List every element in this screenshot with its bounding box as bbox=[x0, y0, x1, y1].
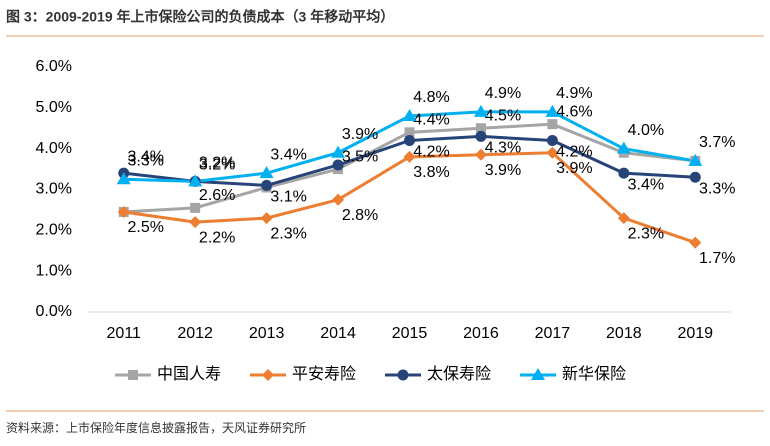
marker bbox=[475, 130, 487, 142]
legend-label: 中国人寿 bbox=[157, 365, 221, 383]
data-label: 2.3% bbox=[628, 225, 664, 242]
data-label: 3.2% bbox=[199, 157, 235, 174]
legend-label: 新华保险 bbox=[562, 365, 626, 383]
data-label: 4.9% bbox=[556, 85, 592, 102]
data-label: 4.4% bbox=[413, 112, 449, 129]
x-tick-label: 2012 bbox=[177, 325, 213, 342]
y-tick-label: 2.0% bbox=[36, 222, 72, 239]
source-note: 资料来源：上市保险年度信息披露报告，天风证券研究所 bbox=[6, 420, 306, 435]
y-tick-label: 3.0% bbox=[36, 181, 72, 198]
data-label: 2.3% bbox=[270, 225, 306, 242]
marker bbox=[545, 104, 560, 117]
marker bbox=[259, 166, 274, 179]
marker bbox=[332, 159, 344, 171]
marker bbox=[475, 123, 486, 134]
data-label: 3.9% bbox=[342, 126, 378, 143]
marker bbox=[688, 153, 703, 166]
x-tick-label: 2017 bbox=[535, 325, 571, 342]
marker bbox=[546, 135, 558, 146]
marker bbox=[261, 179, 273, 191]
data-label: 3.3% bbox=[127, 153, 163, 170]
x-tick-label: 2016 bbox=[463, 325, 499, 342]
marker bbox=[547, 119, 558, 130]
data-label: 3.9% bbox=[485, 162, 521, 179]
x-tick-label: 2014 bbox=[320, 325, 356, 342]
data-label: 3.5% bbox=[342, 148, 378, 165]
marker bbox=[616, 141, 631, 154]
marker bbox=[332, 193, 345, 206]
data-label: 3.4% bbox=[127, 148, 163, 165]
marker bbox=[617, 212, 630, 225]
marker bbox=[546, 146, 559, 159]
y-tick-label: 1.0% bbox=[36, 262, 72, 279]
data-label: 4.8% bbox=[413, 89, 449, 106]
x-tick-label: 2011 bbox=[107, 325, 142, 342]
marker bbox=[403, 150, 416, 163]
marker bbox=[189, 216, 202, 229]
data-label: 2.2% bbox=[199, 229, 235, 246]
legend-marker bbox=[262, 369, 274, 381]
data-label: 3.8% bbox=[413, 164, 449, 181]
data-label: 4.6% bbox=[556, 103, 592, 120]
data-label: 3.7% bbox=[699, 134, 735, 151]
y-tick-label: 0.0% bbox=[36, 303, 72, 320]
marker bbox=[473, 104, 488, 117]
data-label: 4.9% bbox=[485, 85, 521, 102]
marker bbox=[618, 167, 630, 179]
y-tick-label: 6.0% bbox=[36, 58, 72, 75]
data-label: 4.0% bbox=[628, 122, 664, 139]
marker bbox=[190, 202, 201, 213]
data-label: 4.3% bbox=[485, 140, 521, 157]
marker bbox=[689, 236, 702, 249]
data-label: 1.7% bbox=[699, 250, 735, 267]
legend-marker bbox=[397, 369, 409, 381]
marker bbox=[117, 205, 130, 218]
x-tick-label: 2018 bbox=[606, 325, 642, 342]
marker bbox=[402, 109, 417, 121]
marker bbox=[116, 172, 131, 185]
data-label: 4.2% bbox=[413, 144, 449, 161]
data-label: 3.4% bbox=[270, 146, 306, 163]
legend-label: 太保寿险 bbox=[427, 365, 491, 383]
marker bbox=[188, 174, 203, 187]
data-label: 3.1% bbox=[270, 189, 306, 206]
y-tick-label: 4.0% bbox=[36, 140, 72, 157]
data-label: 3.9% bbox=[556, 160, 592, 177]
data-label: 2.8% bbox=[342, 207, 378, 224]
data-label: 4.5% bbox=[485, 107, 521, 124]
data-label: 3.3% bbox=[699, 180, 735, 197]
legend-marker bbox=[128, 370, 138, 380]
x-tick-label: 2013 bbox=[249, 325, 285, 342]
marker bbox=[404, 135, 415, 146]
marker bbox=[689, 171, 701, 183]
data-label: 3.2% bbox=[199, 155, 235, 172]
x-tick-label: 2019 bbox=[677, 325, 713, 342]
data-label: 3.4% bbox=[628, 176, 664, 193]
legend-label: 平安寿险 bbox=[292, 365, 356, 383]
legend-marker bbox=[531, 368, 545, 380]
data-label: 4.2% bbox=[556, 144, 592, 161]
y-tick-label: 5.0% bbox=[36, 99, 72, 116]
marker bbox=[331, 145, 346, 158]
x-tick-label: 2015 bbox=[392, 325, 428, 342]
chart-title: 图 3：2009-2019 年上市保险公司的负债成本（3 年移动平均） bbox=[6, 9, 394, 25]
marker bbox=[474, 148, 487, 161]
data-label: 2.6% bbox=[199, 187, 235, 204]
marker bbox=[404, 127, 415, 138]
marker bbox=[260, 212, 273, 225]
data-label: 2.5% bbox=[127, 219, 163, 236]
